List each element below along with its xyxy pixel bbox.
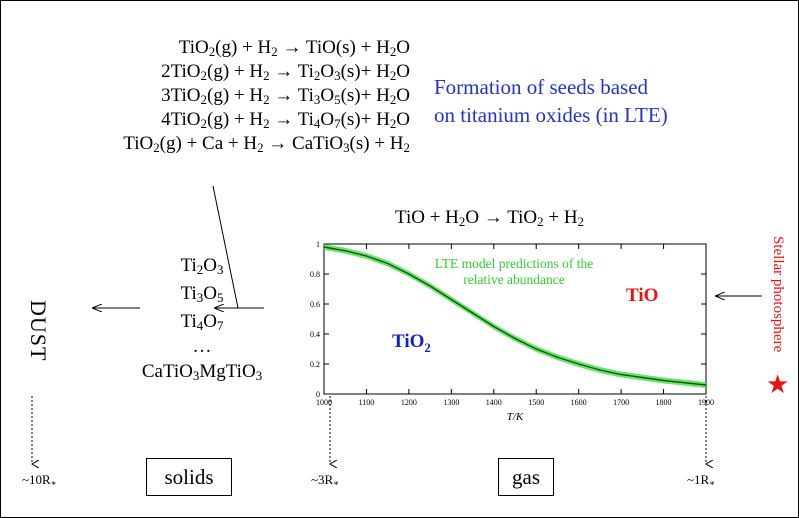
y-tick-label: 0.4 xyxy=(310,330,320,339)
solids-list: Ti2O3 Ti3O5 Ti4O7 … CaTiO3MgTiO3 xyxy=(118,252,286,386)
data-point xyxy=(705,384,707,386)
star-icon: ★ xyxy=(766,370,790,400)
reaction-list: TiO2(g) + H2 → TiO(s) + H2O 2TiO2(g) + H… xyxy=(123,36,410,156)
chart-annotation: relative abundance xyxy=(463,272,565,287)
reaction-equation: TiO2(g) + H2 → TiO(s) + H2O xyxy=(178,37,410,60)
slide-title-line: Formation of seeds based xyxy=(434,75,649,99)
y-tick-label: 0.6 xyxy=(310,300,320,309)
x-tick-label: 1900 xyxy=(698,398,714,407)
solid-species: Ti3O5 xyxy=(180,283,224,306)
x-tick-label: 1800 xyxy=(656,398,672,407)
x-tick-label: 1100 xyxy=(359,398,375,407)
reaction-equation: 3TiO2(g) + H2 → Ti3O5(s)+ H2O xyxy=(161,85,410,108)
radius-label-10: ~10R∗ xyxy=(22,472,57,489)
data-point xyxy=(386,262,389,265)
slide-title-line: on titanium oxides (in LTE) xyxy=(434,103,668,127)
data-point xyxy=(323,246,325,248)
reaction-equation: 2TiO2(g) + H2 → Ti2O3(s)+ H2O xyxy=(161,61,410,84)
y-tick-label: 0.8 xyxy=(310,270,320,279)
gas-reaction: TiO + H2O → TiO2 + H2 xyxy=(395,207,584,230)
data-point xyxy=(450,298,453,301)
x-tick-label: 1500 xyxy=(528,398,544,407)
region-label-tio2-subscript: 2 xyxy=(424,340,431,355)
data-point xyxy=(471,312,474,314)
x-axis-label: T/K xyxy=(507,411,524,423)
plot-area xyxy=(323,243,707,395)
reaction-equation: TiO2(g) + Ca + H2 → CaTiO3(s) + H2 xyxy=(123,133,410,156)
abundance-chart: 0 0.2 0.4 0.6 0.8 1 1000 1100 1200 1300 1400 1500 16… xyxy=(310,240,714,423)
data-point xyxy=(641,376,644,379)
data-point xyxy=(577,363,580,365)
y-tick-label: 0 xyxy=(316,390,320,399)
gas-box: gas xyxy=(498,458,554,496)
data-point xyxy=(344,249,347,252)
y-tick-label: 1 xyxy=(316,240,320,249)
x-tick-label: 1000 xyxy=(316,398,332,407)
radius-label-1: ~1R∗ xyxy=(687,472,716,489)
x-tick-label: 1400 xyxy=(486,398,502,407)
x-tick-label: 1200 xyxy=(401,398,417,407)
solid-species: … xyxy=(192,336,212,357)
y-tick-label: 0.2 xyxy=(310,360,320,369)
data-point xyxy=(599,369,601,371)
data-point xyxy=(365,255,368,257)
reaction-equation: 4TiO2(g) + H2 → Ti4O7(s)+ H2O xyxy=(161,109,410,132)
solid-species: Ti2O3 xyxy=(180,255,224,278)
chart-annotation: LTE model predictions of the xyxy=(435,256,593,271)
solid-species: CaTiO3MgTiO3 xyxy=(141,361,263,384)
region-label-tio: TiO xyxy=(626,285,658,306)
data-point xyxy=(683,381,686,384)
data-point xyxy=(492,325,495,328)
x-tick-label: 1700 xyxy=(613,398,629,407)
data-point xyxy=(514,337,516,340)
solids-box: solids xyxy=(146,458,232,496)
solid-species: Ti4O7 xyxy=(180,311,224,334)
x-tick-label: 1600 xyxy=(571,398,587,407)
region-label-tio2: TiO2 xyxy=(392,331,431,355)
connector-line xyxy=(212,185,239,309)
data-point xyxy=(556,356,559,359)
data-point xyxy=(662,379,665,382)
data-point xyxy=(620,373,622,376)
data-point xyxy=(429,285,431,287)
radius-label-3: ~3R∗ xyxy=(311,472,340,489)
data-point xyxy=(408,273,410,275)
x-tick-label: 1300 xyxy=(443,398,459,407)
data-point xyxy=(535,348,538,350)
slide-title: Formation of seeds based on titanium oxi… xyxy=(434,73,668,129)
